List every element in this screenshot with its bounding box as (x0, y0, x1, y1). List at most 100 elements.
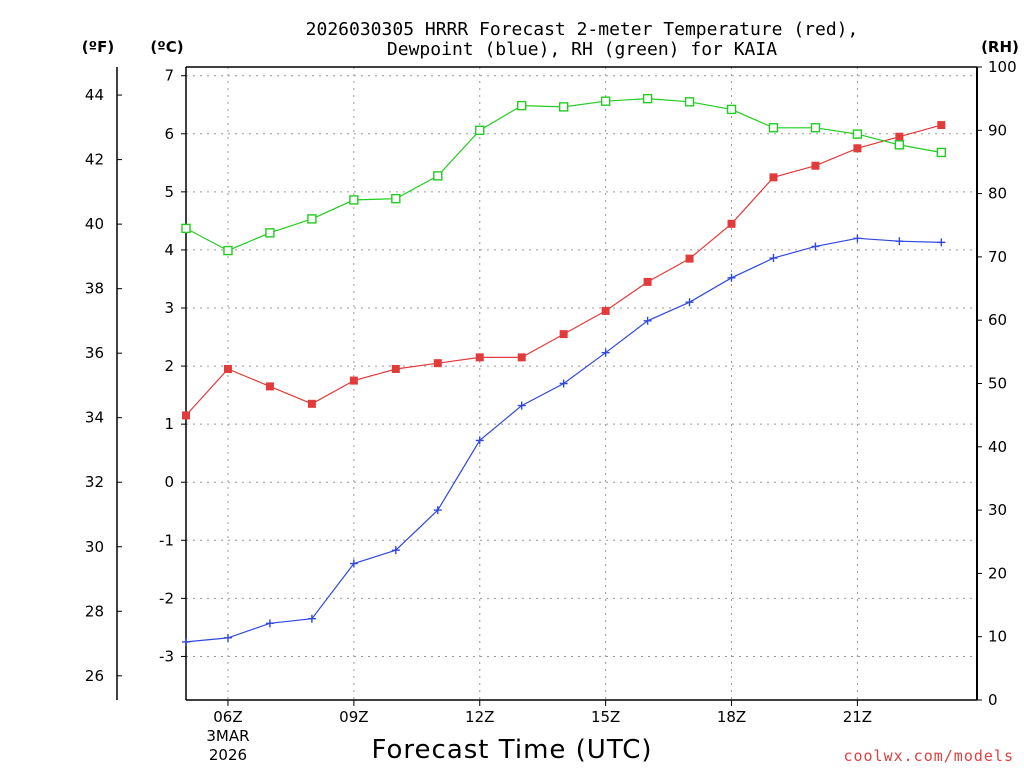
fahrenheit-axis-label: (ºF) (82, 38, 114, 56)
chart-title-line-1: 2026030305 HRRR Forecast 2-meter Tempera… (306, 19, 859, 40)
rh-tick-label: 20 (988, 564, 1007, 582)
rh-tick-label: 10 (988, 628, 1007, 646)
rh-point (307, 214, 317, 224)
celsius-tick-label: 3 (164, 299, 174, 317)
celsius-tick-label: 5 (164, 183, 174, 201)
dewpoint-point (895, 237, 904, 246)
temperature-point (853, 144, 862, 153)
rh-point (349, 195, 359, 205)
temperature-point (811, 161, 820, 170)
rh-point (894, 140, 905, 150)
temperature-point (475, 353, 484, 362)
x-tick-label: 09Z (339, 708, 368, 726)
dewpoint-point (307, 614, 316, 623)
axis-ticks: -3-2-10123456726283032343638404244010203… (85, 58, 1017, 764)
temperature-point (349, 376, 358, 385)
dewpoint-point (182, 637, 190, 646)
temperature-point (685, 254, 694, 263)
celsius-tick-label: 6 (164, 125, 174, 143)
dewpoint-point (853, 234, 862, 243)
dewpoint-point (727, 273, 736, 282)
dewpoint-point (391, 546, 400, 555)
dewpoint-point (517, 401, 526, 410)
fahrenheit-tick-label: 34 (85, 409, 104, 427)
temperature-point (601, 306, 610, 315)
fahrenheit-tick-label: 28 (85, 602, 104, 620)
dewpoint-point (685, 298, 694, 307)
fahrenheit-tick-label: 44 (85, 86, 104, 104)
temperature-point (182, 411, 190, 420)
data-series (181, 93, 947, 646)
fahrenheit-tick-label: 40 (85, 215, 104, 233)
fahrenheit-tick-label: 42 (85, 151, 104, 169)
fahrenheit-tick-label: 38 (85, 280, 104, 298)
rh-point (181, 223, 191, 234)
celsius-tick-label: 0 (164, 473, 174, 491)
rh-point (223, 245, 233, 256)
rh-line (185, 97, 942, 252)
temperature-point (559, 330, 568, 339)
dewpoint-line (185, 237, 942, 643)
celsius-tick-label: 7 (164, 67, 174, 85)
credit-link[interactable]: coolwx.com/models (843, 747, 1014, 765)
celsius-tick-label: -2 (159, 589, 174, 607)
celsius-axis-label: (ºC) (150, 38, 183, 56)
dewpoint-point (937, 238, 946, 247)
dewpoint-point (811, 242, 820, 251)
fahrenheit-tick-label: 32 (85, 473, 104, 491)
x-tick-label: 06Z (213, 708, 242, 726)
rh-axis-label: (RH) (981, 38, 1019, 56)
rh-point (768, 123, 779, 133)
x-tick-date: 3MAR (206, 727, 249, 745)
rh-point (265, 228, 275, 238)
temperature-point (517, 353, 526, 362)
rh-point (433, 171, 443, 181)
rh-point (852, 129, 863, 139)
rh-point (642, 93, 653, 104)
dewpoint-point (559, 379, 568, 388)
rh-point (600, 96, 611, 106)
rh-tick-label: 60 (988, 311, 1007, 329)
celsius-tick-label: 1 (164, 415, 174, 433)
temperature-point (391, 364, 400, 373)
rh-tick-label: 80 (988, 185, 1007, 203)
temperature-point (769, 173, 778, 182)
temperature-point (265, 382, 274, 391)
temperature-point (937, 121, 946, 130)
rh-tick-label: 100 (988, 58, 1017, 76)
temperature-point (433, 359, 442, 368)
dewpoint-point (349, 559, 358, 568)
rh-point (810, 123, 821, 133)
rh-tick-label: 30 (988, 501, 1007, 519)
temperature-point (895, 132, 904, 141)
chart-title-line-2: Dewpoint (blue), RH (green) for KAIA (387, 39, 777, 60)
rh-tick-label: 0 (988, 691, 998, 709)
dewpoint-point (475, 436, 484, 445)
x-tick-label: 21Z (843, 708, 872, 726)
rh-point (475, 125, 485, 136)
rh-point (726, 104, 737, 115)
rh-tick-label: 50 (988, 375, 1007, 393)
celsius-tick-label: 4 (164, 241, 174, 259)
celsius-tick-label: -1 (159, 531, 174, 549)
rh-tick-label: 40 (988, 438, 1007, 456)
x-axis-title: Forecast Time (UTC) (371, 735, 652, 765)
grid-lines (186, 67, 977, 700)
x-tick-label: 15Z (591, 708, 620, 726)
celsius-tick-label: 2 (164, 357, 174, 375)
rh-point (684, 97, 695, 107)
temperature-point (643, 277, 652, 286)
x-tick-label: 18Z (717, 708, 746, 726)
rh-point (391, 193, 401, 204)
x-tick-label: 12Z (465, 708, 494, 726)
fahrenheit-tick-label: 30 (85, 538, 104, 556)
temperature-point (727, 219, 736, 228)
rh-point (517, 100, 527, 111)
dewpoint-point (265, 619, 274, 628)
dewpoint-point (223, 633, 232, 642)
temperature-point (223, 364, 232, 373)
rh-tick-label: 90 (988, 121, 1007, 139)
temperature-line (185, 124, 942, 416)
rh-point (936, 147, 947, 158)
